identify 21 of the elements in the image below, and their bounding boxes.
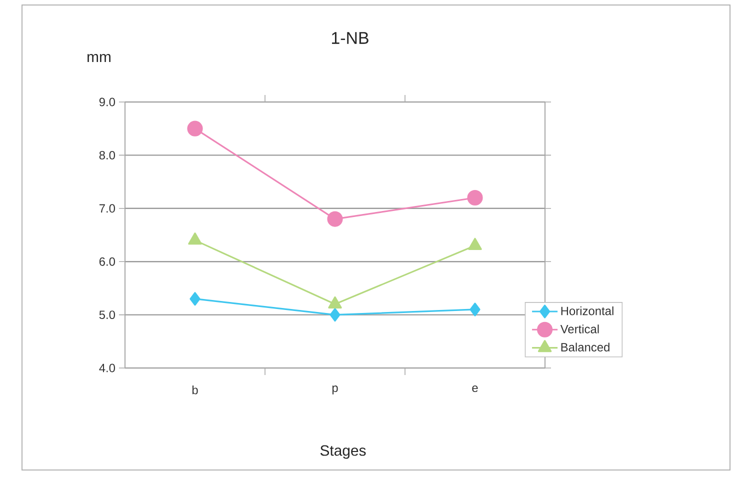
legend-label: Vertical <box>560 324 599 334</box>
point <box>470 302 480 316</box>
x-tick-label: e <box>472 386 478 392</box>
y-tick-label: 4.0 <box>99 364 116 372</box>
legend-label: Balanced <box>561 342 610 352</box>
y-tick-label: 9.0 <box>99 98 116 106</box>
point <box>190 292 200 306</box>
legend-label: Horizontal <box>561 306 614 316</box>
y-tick-label: 5.0 <box>99 310 116 320</box>
x-axis-title: Stages <box>320 445 366 459</box>
point <box>330 308 340 322</box>
y-axis-title: mm <box>88 54 110 62</box>
y-tick-label: 8.0 <box>99 150 116 160</box>
chart-title: 1-NB <box>332 32 368 44</box>
x-tick-label: b <box>192 386 198 394</box>
y-tick-label: 6.0 <box>99 257 116 266</box>
y-tick-label: 7.0 <box>99 204 116 213</box>
point <box>187 120 203 136</box>
point <box>467 190 483 206</box>
x-tick-label: p <box>332 386 338 394</box>
point <box>327 211 343 227</box>
